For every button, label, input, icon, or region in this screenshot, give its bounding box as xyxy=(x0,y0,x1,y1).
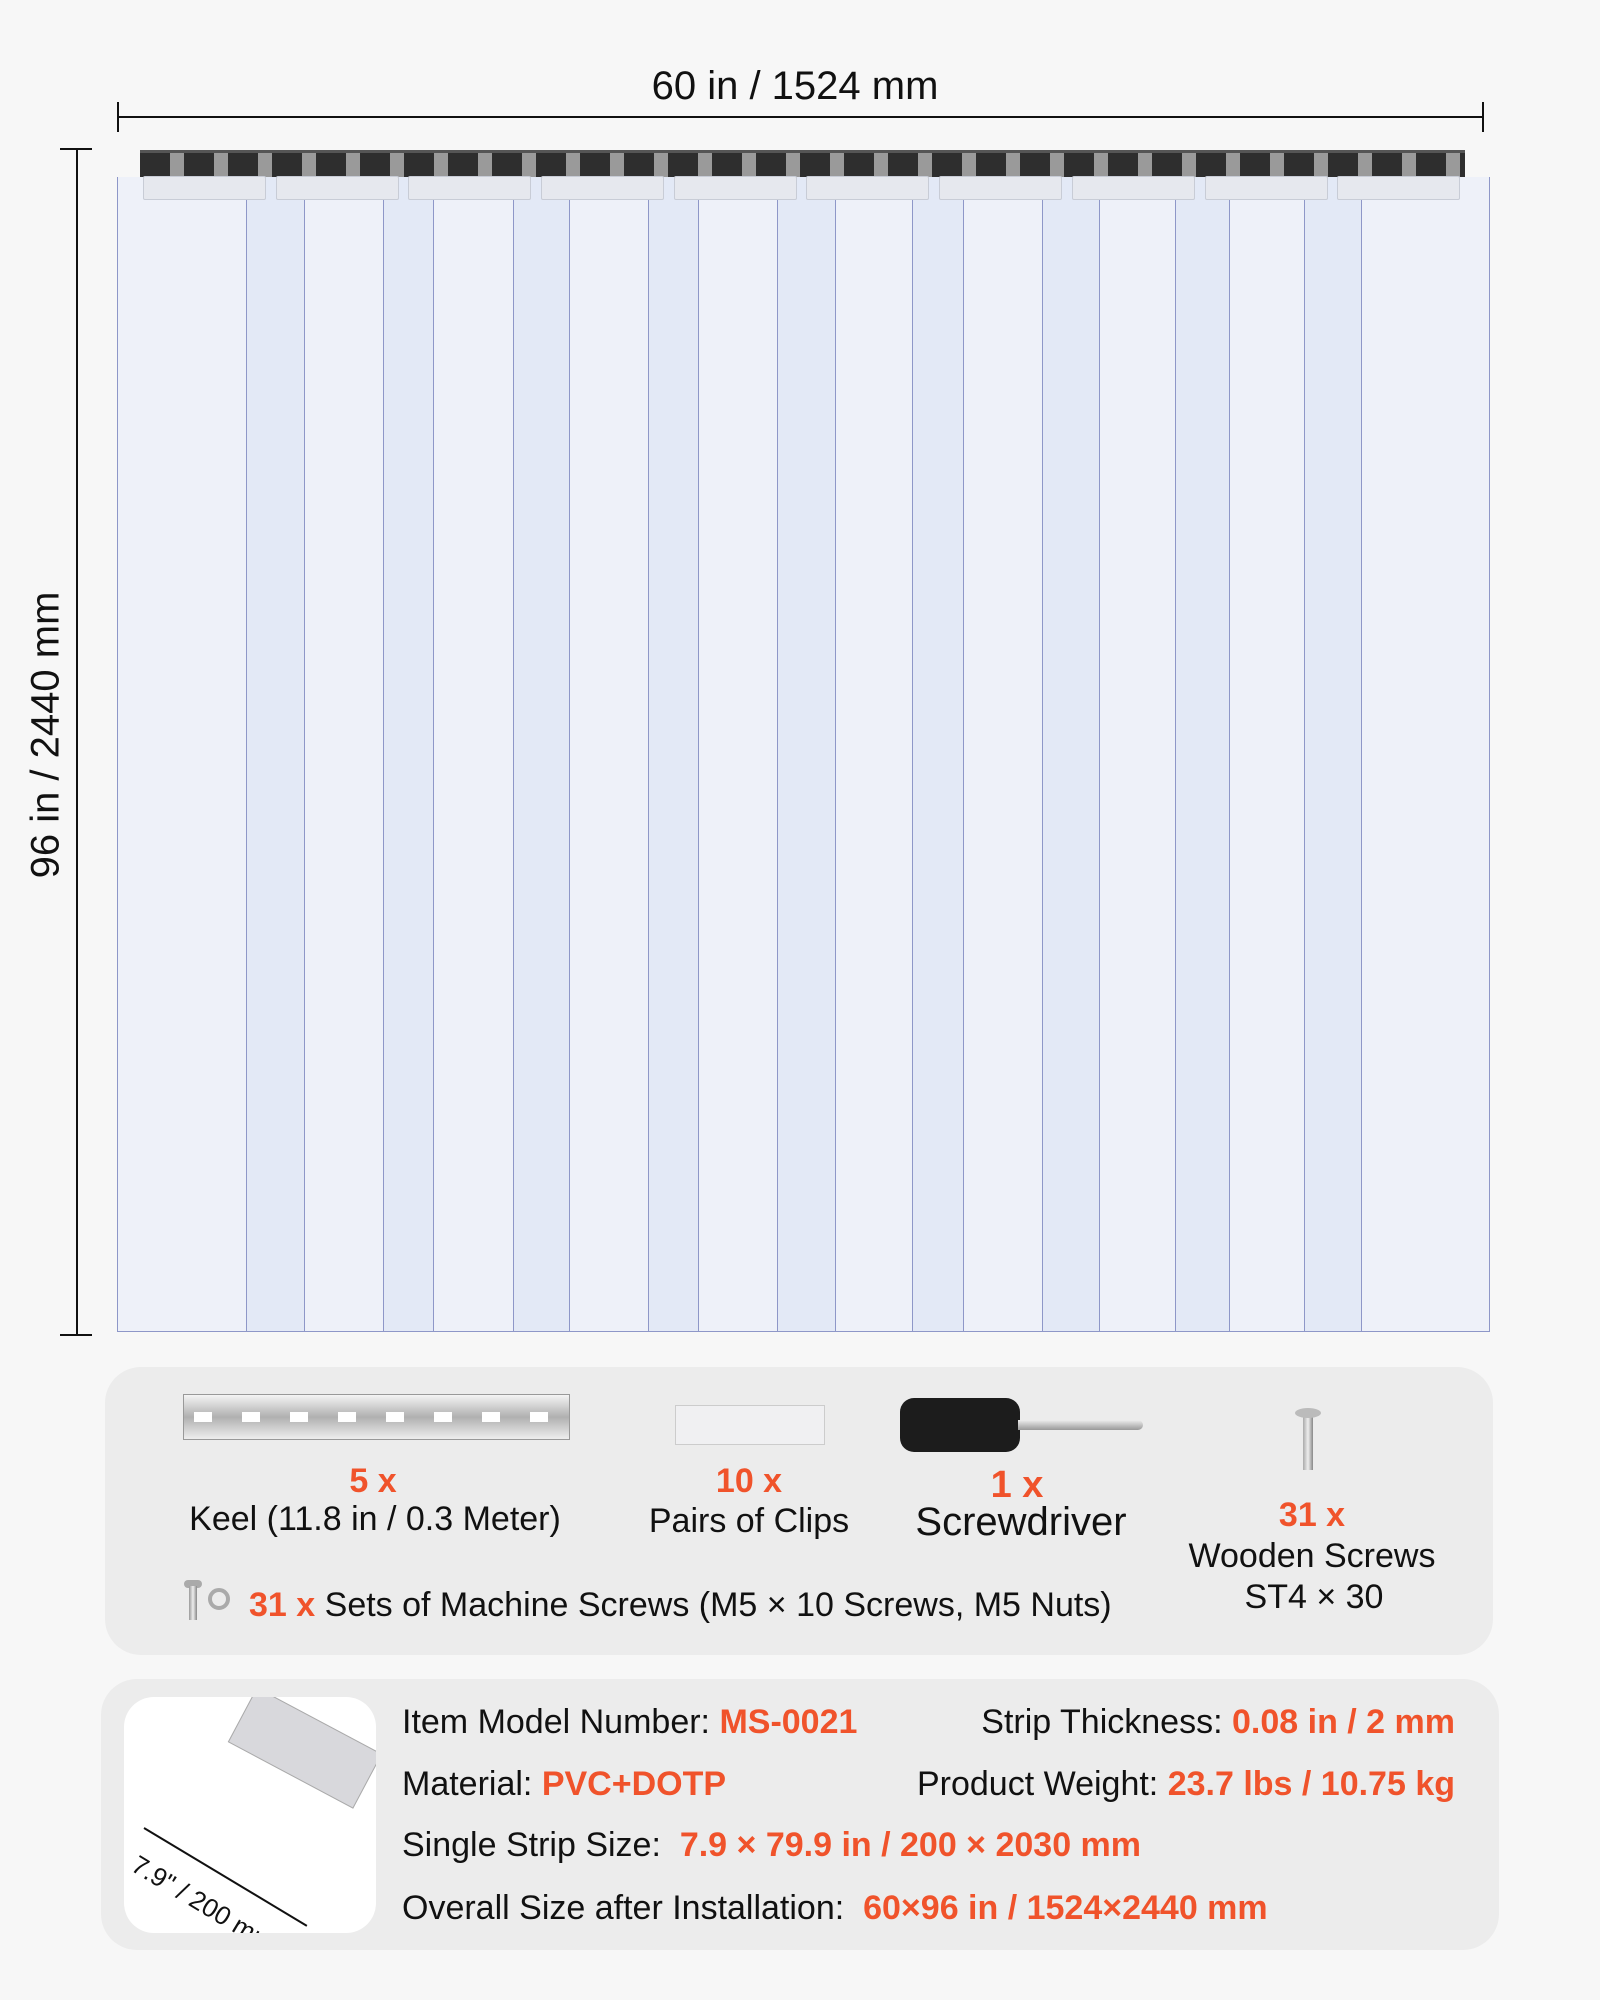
overall-size-label: Overall Size after Installation: xyxy=(402,1889,845,1927)
pvc-strip xyxy=(433,177,513,1332)
strip-size-row: Single Strip Size: 7.9 × 79.9 in / 200 ×… xyxy=(402,1826,1141,1865)
height-dimension-tick-bottom xyxy=(60,1334,92,1336)
model-number-row: Item Model Number: MS-0021 xyxy=(402,1703,857,1742)
weight-row: Product Weight: 23.7 lbs / 10.75 kg xyxy=(917,1765,1455,1804)
clip-plate-icon xyxy=(675,1405,825,1445)
strip-clip xyxy=(1072,176,1195,200)
overall-size-value: 60×96 in / 1524×2440 mm xyxy=(863,1889,1268,1927)
strip-clip xyxy=(408,176,531,200)
material-row: Material: PVC+DOTP xyxy=(402,1765,726,1804)
overall-size-row: Overall Size after Installation: 60×96 i… xyxy=(402,1889,1268,1928)
machine-screws-label: Sets of Machine Screws (M5 × 10 Screws, … xyxy=(324,1586,1112,1624)
model-number-label: Item Model Number: xyxy=(402,1703,710,1741)
strip-overlap xyxy=(383,177,433,1332)
wooden-screws-size: ST4 × 30 xyxy=(1244,1578,1384,1616)
weight-label: Product Weight: xyxy=(916,1765,1159,1803)
machine-screw-nut-icon xyxy=(180,1580,236,1620)
strip-overlap xyxy=(246,177,304,1332)
machine-screws-row: 31 x Sets of Machine Screws (M5 × 10 Scr… xyxy=(249,1586,1112,1625)
strip-clip xyxy=(1205,176,1328,200)
pvc-strip xyxy=(117,177,246,1332)
width-dimension-label: 60 in / 1524 mm xyxy=(651,64,939,108)
machine-screws-quantity: 31 x xyxy=(249,1586,316,1624)
strip-overlap xyxy=(1304,177,1361,1332)
strip-clip xyxy=(939,176,1062,200)
strip-clip xyxy=(276,176,399,200)
strip-overlap xyxy=(912,177,963,1332)
strip-clip xyxy=(143,176,266,200)
strip-clip xyxy=(674,176,797,200)
pvc-strip xyxy=(1099,177,1175,1332)
weight-value: 23.7 lbs / 10.75 kg xyxy=(1167,1765,1455,1803)
strip-size-label: Single Strip Size: xyxy=(402,1826,661,1864)
strip-size-value: 7.9 × 79.9 in / 200 × 2030 mm xyxy=(679,1826,1142,1864)
strip-overlap xyxy=(1042,177,1099,1332)
thickness-row: Strip Thickness: 0.08 in / 2 mm xyxy=(981,1703,1455,1742)
strip-overlap xyxy=(648,177,698,1332)
pvc-strip xyxy=(698,177,777,1332)
keel-quantity: 5 x xyxy=(349,1462,397,1500)
clips-quantity: 10 x xyxy=(715,1462,783,1500)
clips-label: Pairs of Clips xyxy=(648,1502,850,1540)
thickness-value: 0.08 in / 2 mm xyxy=(1232,1703,1455,1741)
screwdriver-quantity: 1 x xyxy=(990,1464,1044,1506)
screwdriver-label: Screwdriver xyxy=(915,1500,1127,1544)
strip-clip xyxy=(541,176,664,200)
strip-overlap xyxy=(513,177,569,1332)
material-label: Material: xyxy=(402,1765,533,1803)
clip-in-hand-image xyxy=(227,1697,376,1809)
height-dimension-line xyxy=(76,148,78,1335)
model-number-value: MS-0021 xyxy=(719,1703,858,1741)
screwdriver-icon xyxy=(900,1398,1143,1452)
width-dimension-line xyxy=(118,116,1483,118)
pvc-strip xyxy=(963,177,1042,1332)
height-dimension-tick-top xyxy=(60,148,92,150)
width-dimension-tick-left xyxy=(117,102,119,132)
strip-clip xyxy=(806,176,929,200)
wooden-screws-quantity: 31 x xyxy=(1278,1496,1346,1534)
pvc-strip xyxy=(1361,177,1490,1332)
strip-curtain-diagram xyxy=(117,150,1490,1332)
material-value: PVC+DOTP xyxy=(541,1765,727,1803)
pvc-strip xyxy=(304,177,383,1332)
strip-overlap xyxy=(1175,177,1229,1332)
pvc-strip xyxy=(569,177,648,1332)
pvc-strip xyxy=(835,177,912,1332)
width-dimension-tick-right xyxy=(1482,102,1484,132)
mounting-rail xyxy=(140,150,1465,177)
thickness-label: Strip Thickness: xyxy=(981,1703,1223,1741)
strip-clip-photo: 7.9" / 200 mm xyxy=(124,1697,376,1933)
strip-overlap xyxy=(777,177,835,1332)
pvc-strip xyxy=(1229,177,1304,1332)
keel-rail-icon xyxy=(183,1394,570,1440)
strip-clip xyxy=(1337,176,1460,200)
wooden-screws-label: Wooden Screws xyxy=(1188,1537,1436,1575)
keel-label: Keel (11.8 in / 0.3 Meter) xyxy=(189,1500,561,1538)
wood-screw-icon xyxy=(1295,1408,1321,1470)
